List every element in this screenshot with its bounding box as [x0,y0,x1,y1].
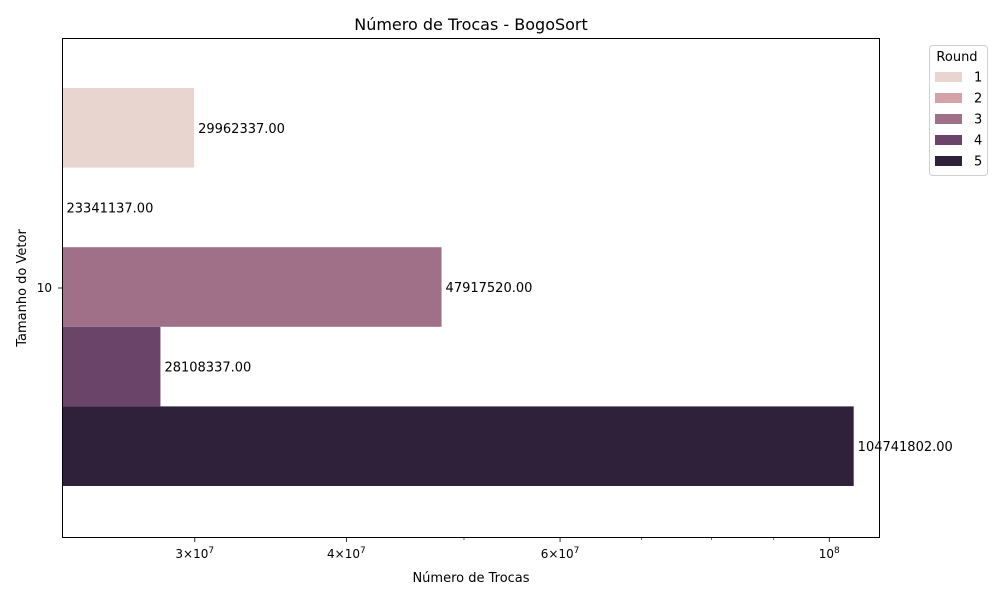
bar-round-3 [62,247,442,327]
legend-label-round-1: 1 [974,71,982,86]
legend-swatch-round-5 [935,156,962,166]
y-axis-ticks: 10 [37,281,63,295]
y-axis-label: Tamanho do Vetor [15,229,30,348]
x-tick-label: 3×107 [175,546,214,561]
legend-swatch-round-4 [935,135,962,145]
legend-swatch-round-2 [935,93,962,103]
legend-label-round-2: 2 [974,92,982,107]
bar-round-5 [62,406,854,486]
legend-label-round-3: 3 [974,113,982,128]
legend-label-round-5: 5 [974,155,982,170]
x-tick-label: 6×107 [541,546,580,561]
data-label-round-5: 104741802.00 [858,440,953,455]
data-label-round-1: 29962337.00 [198,122,285,137]
legend-swatch-round-1 [935,72,962,82]
x-tick-label: 4×107 [327,546,366,561]
x-axis-label: Número de Trocas [412,571,529,586]
chart-title: Número de Trocas - BogoSort [354,15,588,34]
x-axis-ticks: 3×107 4×107 6×107 108 [175,537,840,561]
legend-title: Round [936,50,977,65]
data-label-round-2: 23341137.00 [67,201,154,216]
x-tick-label: 108 [819,546,840,561]
bars-group [62,88,854,486]
y-tick-label: 10 [37,281,52,295]
legend-swatch-round-3 [935,114,962,124]
bar-round-4 [62,326,161,407]
legend: Round 1 2 3 4 5 [929,45,988,176]
bar-round-1 [62,88,195,168]
legend-label-round-4: 4 [974,134,982,149]
data-label-round-3: 47917520.00 [446,281,533,296]
data-labels-group: 29962337.00 23341137.00 47917520.00 2810833… [67,122,953,455]
data-label-round-4: 28108337.00 [164,361,251,376]
